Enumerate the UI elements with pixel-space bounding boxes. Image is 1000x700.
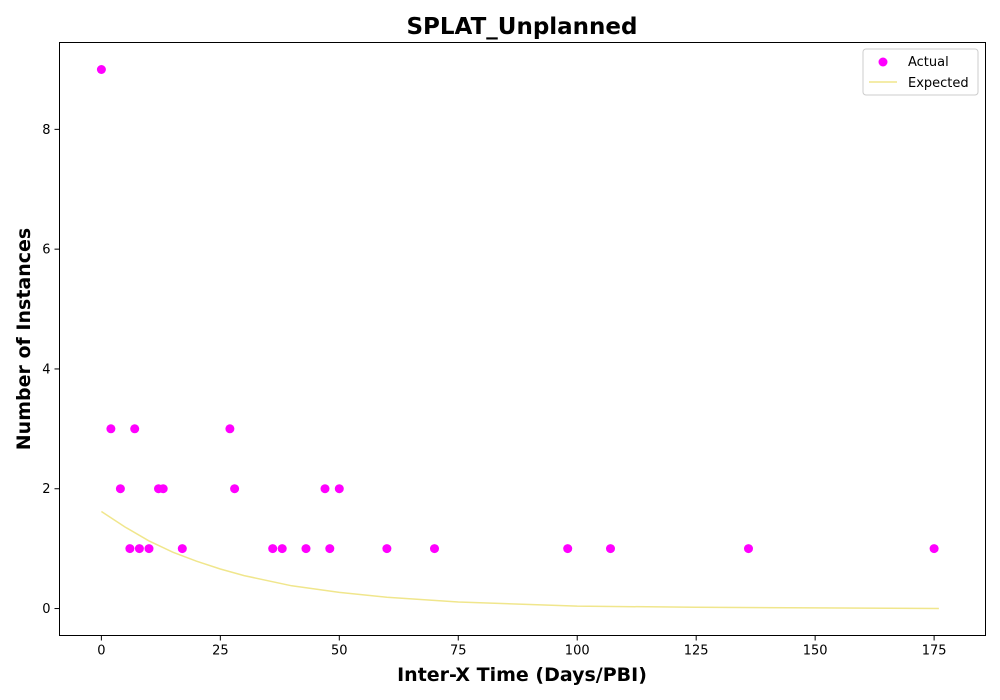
data-point-actual: [177, 544, 187, 554]
x-tick-label: 150: [803, 644, 828, 659]
data-point-actual: [125, 544, 135, 554]
data-point-actual: [325, 544, 335, 554]
chart-title: SPLAT_Unplanned: [406, 14, 637, 40]
data-point-actual: [96, 65, 106, 74]
x-tick-label: 0: [97, 644, 105, 659]
data-point-actual: [382, 544, 392, 554]
legend: Actual Expected: [862, 48, 979, 96]
series-line-expected: [100, 510, 939, 610]
y-tick-label: 8: [42, 123, 50, 138]
x-tick-label: 75: [450, 644, 467, 659]
data-point-actual: [158, 484, 168, 494]
x-tick-label: 125: [684, 644, 709, 659]
data-point-actual: [225, 424, 235, 434]
x-tick-label: 175: [922, 644, 947, 659]
data-point-actual: [277, 544, 287, 554]
legend-label-expected: Expected: [908, 76, 969, 91]
x-tick-label: 50: [331, 644, 348, 659]
data-point-actual: [301, 544, 311, 554]
y-axis-label: Number of Instances: [13, 228, 35, 450]
x-axis-label: Inter-X Time (Days/PBI): [397, 664, 647, 686]
data-point-actual: [115, 484, 125, 494]
y-tick-label: 6: [42, 243, 50, 258]
data-point-actual: [430, 544, 439, 554]
data-point-actual: [334, 484, 344, 494]
legend-box: [862, 48, 979, 96]
data-point-actual: [744, 544, 753, 554]
legend-marker-actual: [878, 57, 888, 67]
data-point-actual: [929, 544, 939, 554]
data-point-actual: [130, 424, 140, 434]
data-point-actual: [606, 544, 615, 554]
x-tick-label: 100: [565, 644, 590, 659]
plot-frame: [59, 42, 986, 636]
plot-area: [96, 65, 939, 610]
y-tick-label: 0: [42, 602, 50, 617]
y-tick-label: 4: [42, 362, 50, 377]
legend-label-actual: Actual: [908, 55, 949, 70]
x-tick-label: 25: [212, 644, 229, 659]
data-point-actual: [563, 544, 573, 554]
data-point-actual: [320, 484, 330, 494]
data-point-actual: [268, 544, 278, 554]
data-point-actual: [144, 544, 154, 554]
data-point-actual: [230, 484, 240, 494]
y-tick-label: 2: [42, 482, 50, 497]
data-point-actual: [134, 544, 144, 554]
data-point-actual: [106, 424, 116, 434]
